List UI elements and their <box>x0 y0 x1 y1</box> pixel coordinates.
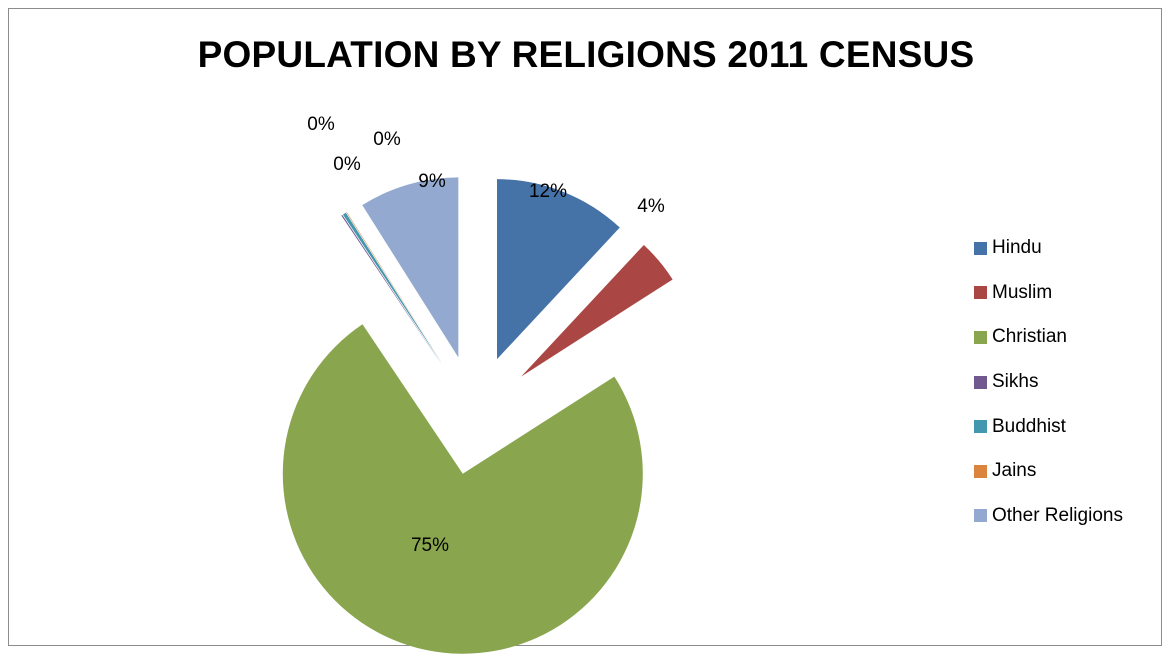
legend-label-jains: Jains <box>992 460 1037 482</box>
data-label-other-religions: 9% <box>418 171 446 192</box>
legend-swatch-other-religions <box>974 509 987 523</box>
legend-label-sikhs: Sikhs <box>992 371 1039 393</box>
data-label-sikhs: 0% <box>333 154 361 175</box>
legend-label-muslim: Muslim <box>992 281 1053 303</box>
legend-swatch-sikhs <box>974 375 987 389</box>
chart-legend: Hindu Muslim Christian Sikhs Buddhist Ja… <box>974 226 1123 538</box>
pie-slice-christian <box>282 324 643 654</box>
pie-slice-jains <box>346 212 443 365</box>
data-label-christian: 75% <box>411 535 449 556</box>
legend-label-buddhist: Buddhist <box>992 415 1066 437</box>
legend-item-other-religions: Other Religions <box>974 494 1123 539</box>
chart-title: POPULATION BY RELIGIONS 2011 CENSUS <box>197 34 975 75</box>
legend-label-hindu: Hindu <box>992 237 1042 259</box>
legend-swatch-muslim <box>974 286 987 300</box>
pie-slice-buddhist <box>342 212 443 365</box>
data-label-muslim: 4% <box>637 196 665 217</box>
legend-label-other-religions: Other Religions <box>992 504 1123 526</box>
legend-swatch-hindu <box>974 241 987 255</box>
legend-item-jains: Jains <box>974 449 1123 494</box>
legend-item-sikhs: Sikhs <box>974 360 1123 405</box>
legend-swatch-buddhist <box>974 420 987 434</box>
legend-item-muslim: Muslim <box>974 271 1123 316</box>
pie-slice-hindu <box>496 179 620 360</box>
legend-swatch-christian <box>974 330 987 344</box>
pie-slice-sikhs <box>341 214 442 366</box>
legend-swatch-jains <box>974 464 987 478</box>
pie-slice-other-religions <box>362 177 459 358</box>
data-label-jains: 0% <box>373 129 401 150</box>
pie-slice-muslim <box>521 244 673 377</box>
legend-item-hindu: Hindu <box>974 226 1123 271</box>
data-label-buddhist: 0% <box>307 114 335 135</box>
data-label-hindu: 12% <box>529 181 567 202</box>
legend-item-buddhist: Buddhist <box>974 404 1123 449</box>
legend-item-christian: Christian <box>974 315 1123 360</box>
legend-label-christian: Christian <box>992 326 1067 348</box>
